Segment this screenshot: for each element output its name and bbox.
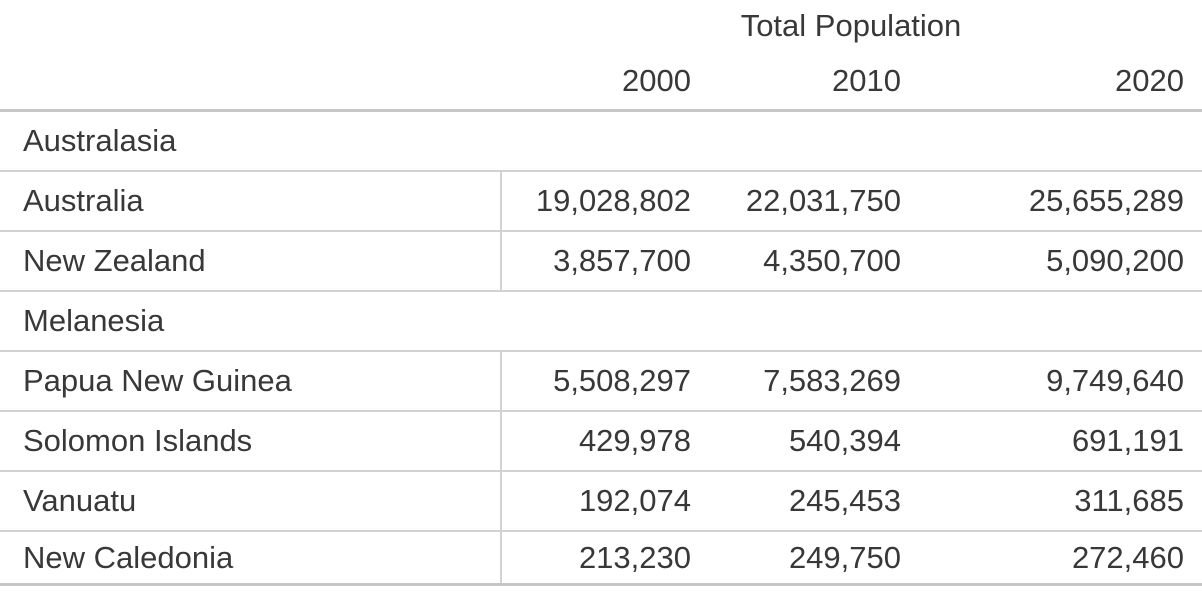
row-values: 213,230 249,750 272,460 <box>500 532 1202 583</box>
table-row-solomon-islands: Solomon Islands 429,978 540,394 691,191 <box>0 412 1202 472</box>
year-header-2000: 2000 <box>622 62 691 98</box>
table-title: Total Population <box>740 8 962 43</box>
population-value-2010: 7,583,269 <box>763 363 901 398</box>
population-value-2010: 249,750 <box>788 539 901 575</box>
title-row: Total Population <box>0 0 1202 52</box>
country-label: Papua New Guinea <box>23 363 292 398</box>
section-header-melanesia: Melanesia <box>0 292 1202 352</box>
table-row-new-caledonia: New Caledonia 213,230 249,750 272,460 <box>0 532 1202 586</box>
year-header-2020: 2020 <box>1115 62 1184 98</box>
population-value-2010: 245,453 <box>788 483 901 518</box>
country-label: Vanuatu <box>23 483 137 518</box>
row-values: 3,857,700 4,350,700 5,090,200 <box>500 232 1202 290</box>
row-values: 19,028,802 22,031,750 25,655,289 <box>500 172 1202 230</box>
population-value-2000: 3,857,700 <box>553 243 691 278</box>
years-header-row: 2000 2010 2020 <box>0 52 1202 112</box>
table-row-papua-new-guinea: Papua New Guinea 5,508,297 7,583,269 9,7… <box>0 352 1202 412</box>
table-row-australia: Australia 19,028,802 22,031,750 25,655,2… <box>0 172 1202 232</box>
population-value-2000: 192,074 <box>578 483 691 518</box>
country-label: New Caledonia <box>23 539 234 575</box>
table-row-new-zealand: New Zealand 3,857,700 4,350,700 5,090,20… <box>0 232 1202 292</box>
population-value-2010: 4,350,700 <box>763 243 901 278</box>
population-value-2010: 540,394 <box>788 423 901 458</box>
population-value-2020: 25,655,289 <box>1028 183 1184 218</box>
country-label: Australia <box>23 183 144 218</box>
population-value-2020: 311,685 <box>1074 483 1184 518</box>
population-value-2000: 213,230 <box>578 539 691 575</box>
row-values: 5,508,297 7,583,269 9,749,640 <box>500 352 1202 410</box>
section-label: Melanesia <box>23 303 165 338</box>
country-label: New Zealand <box>23 243 206 278</box>
population-value-2000: 429,978 <box>578 423 691 458</box>
population-value-2000: 5,508,297 <box>553 363 691 398</box>
year-headers: 2000 2010 2020 <box>500 52 1202 109</box>
section-header-australasia: Australasia <box>0 112 1202 172</box>
table-row-vanuatu: Vanuatu 192,074 245,453 311,685 <box>0 472 1202 532</box>
population-value-2000: 19,028,802 <box>535 183 691 218</box>
year-header-2010: 2010 <box>832 62 901 98</box>
population-value-2020: 9,749,640 <box>1046 363 1184 398</box>
population-value-2010: 22,031,750 <box>745 183 901 218</box>
row-values: 192,074 245,453 311,685 <box>500 472 1202 530</box>
row-values: 429,978 540,394 691,191 <box>500 412 1202 470</box>
country-label: Solomon Islands <box>23 423 253 458</box>
population-value-2020: 272,460 <box>1071 539 1184 575</box>
section-label: Australasia <box>23 123 177 158</box>
population-value-2020: 5,090,200 <box>1046 243 1184 278</box>
population-value-2020: 691,191 <box>1071 423 1184 458</box>
